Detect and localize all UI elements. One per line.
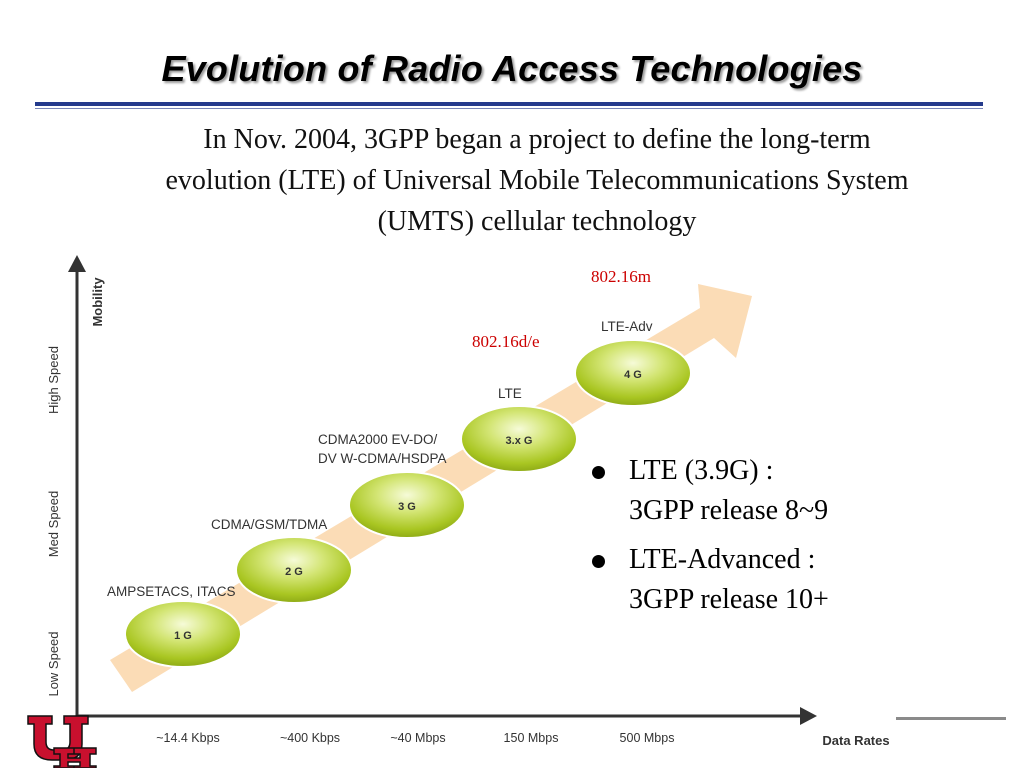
generation-bubble	[460, 405, 578, 473]
generation-caption: LTE-Adv	[601, 319, 653, 334]
footer-rule	[896, 717, 1006, 720]
intro-line-2: evolution (LTE) of Universal Mobile Tele…	[165, 165, 909, 196]
x-tick-label: 500 Mbps	[620, 731, 675, 745]
intro-text: In Nov. 2004, 3GPP began a project to de…	[70, 119, 1004, 242]
y-level-low: Low Speed	[46, 631, 61, 696]
generation-bubble	[348, 471, 466, 539]
bullet-item-lte-advanced: LTE-Advanced : 3GPP release 10+	[592, 540, 972, 620]
generation-3xg: 3.x G	[460, 405, 578, 473]
bullet-line: LTE-Advanced :	[629, 544, 816, 575]
generation-label: 3.x G	[506, 435, 533, 447]
x-axis-title: Data Rates	[822, 733, 889, 748]
y-level-high: High Speed	[46, 346, 61, 414]
generation-caption: CDMA2000 EV-DO/	[318, 432, 438, 447]
bullet-line: 3GPP release 10+	[629, 584, 829, 615]
generation-caption: CDMA/GSM/TDMA	[211, 517, 327, 532]
generation-1g: 1 G	[124, 600, 242, 668]
intro-line-1: In Nov. 2004, 3GPP began a project to de…	[203, 124, 871, 155]
ieee-label-80216m: 802.16m	[591, 267, 651, 286]
generation-caption: LTE	[498, 386, 522, 401]
x-tick-label: ~14.4 Kbps	[156, 731, 220, 745]
bullet-line: LTE (3.9G) :	[629, 455, 774, 486]
generation-4g: 4 G	[574, 339, 692, 407]
bullet-list: LTE (3.9G) : 3GPP release 8~9 LTE-Advanc…	[592, 451, 972, 629]
generation-caption: DV W-CDMA/HSDPA	[318, 451, 447, 466]
x-axis-arrowhead	[800, 707, 817, 725]
y-axis-title: Mobility	[90, 277, 105, 327]
generation-label: 4 G	[624, 369, 642, 381]
generation-bubble	[235, 536, 353, 604]
bullet-dot-icon	[592, 555, 605, 568]
generation-caption: AMPSETACS, ITACS	[107, 584, 236, 599]
x-tick-label: 150 Mbps	[504, 731, 559, 745]
generation-label: 2 G	[285, 566, 303, 578]
title-underline-thick	[35, 102, 983, 106]
ieee-label-80216de: 802.16d/e	[472, 332, 540, 351]
generation-label: 1 G	[174, 630, 192, 642]
bullet-item-lte: LTE (3.9G) : 3GPP release 8~9	[592, 451, 972, 531]
y-level-med: Med Speed	[46, 491, 61, 558]
university-logo-icon	[27, 715, 97, 768]
bullet-line: 3GPP release 8~9	[629, 495, 829, 526]
intro-line-3: (UMTS) cellular technology	[377, 206, 697, 237]
generation-label: 3 G	[398, 501, 416, 513]
x-tick-label: ~400 Kbps	[280, 731, 340, 745]
generation-bubble	[574, 339, 692, 407]
generation-2g: 2 G	[235, 536, 353, 604]
y-axis-arrowhead	[68, 255, 86, 272]
title-underline-thin	[35, 108, 983, 109]
slide-title: Evolution of Radio Access Technologies	[161, 48, 863, 89]
generation-3g: 3 G	[348, 471, 466, 539]
x-tick-label: ~40 Mbps	[390, 731, 445, 745]
generation-bubble	[124, 600, 242, 668]
bullet-dot-icon	[592, 466, 605, 479]
